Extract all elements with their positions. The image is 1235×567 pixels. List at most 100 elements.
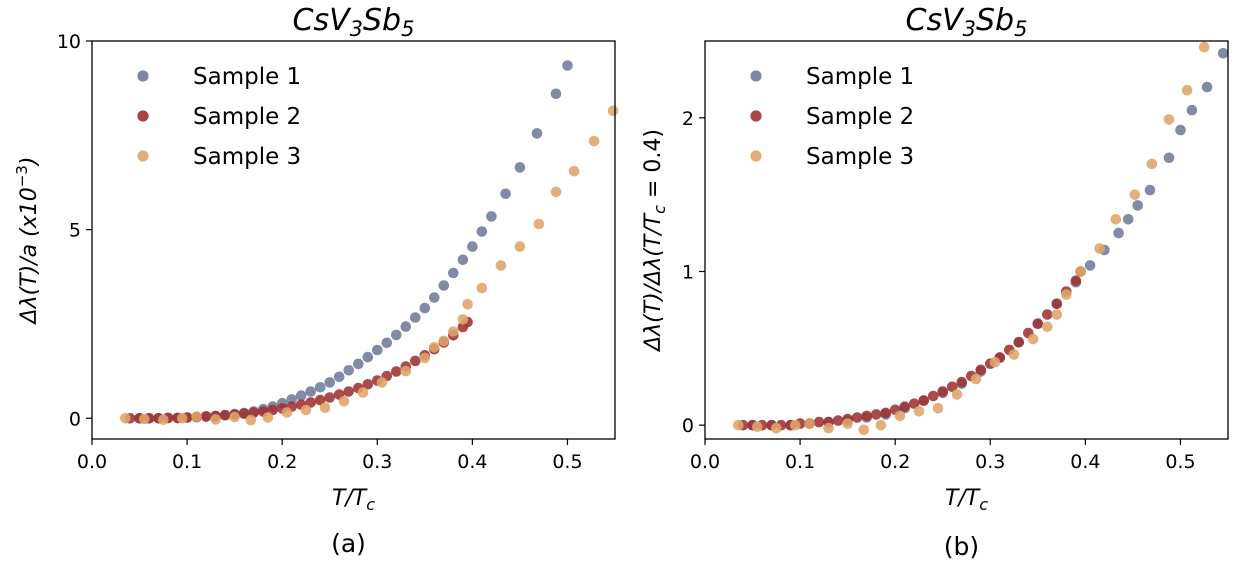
legend-marker — [137, 70, 149, 82]
data-point — [343, 365, 355, 376]
data-point — [588, 135, 600, 147]
chart-panel-a: 0.0 0.1 0.2 0.3 0.4 0.5 0 5 10 CsV3Sb5 T/Tc Δλ(T)/a… — [13, 3, 619, 558]
data-point — [476, 282, 488, 294]
data-point — [1094, 243, 1105, 254]
data-point — [429, 342, 440, 353]
data-point — [861, 410, 872, 422]
data-point — [219, 409, 231, 421]
y-tick-label: 1 — [682, 262, 694, 284]
data-point — [514, 162, 526, 173]
data-point — [1042, 309, 1053, 320]
data-point — [550, 88, 562, 100]
plot-frame — [91, 40, 616, 440]
legend-marker — [750, 150, 762, 162]
data-point — [391, 329, 402, 341]
x-tick-label: 0.1 — [785, 451, 815, 473]
y-tick-label: 10 — [57, 31, 81, 53]
data-point — [333, 371, 345, 383]
legend-label: Sample 1 — [806, 64, 914, 90]
data-point — [899, 401, 910, 413]
data-point — [927, 390, 939, 402]
data-point — [210, 414, 221, 425]
legend: Sample 1 Sample 2 Sample 3 — [137, 64, 301, 170]
data-point — [267, 404, 279, 416]
data-point — [410, 312, 421, 323]
data-point — [514, 241, 526, 252]
legend-label: Sample 2 — [806, 104, 914, 130]
data-point — [500, 188, 511, 200]
series-3 — [733, 41, 1210, 436]
data-point — [951, 389, 963, 400]
data-point — [467, 241, 478, 252]
data-point — [1110, 214, 1122, 225]
data-point — [1027, 333, 1039, 345]
data-point — [1122, 214, 1134, 225]
x-tick-label: 0.4 — [457, 451, 487, 473]
data-point — [191, 411, 202, 423]
legend-marker — [137, 150, 149, 162]
data-point — [343, 386, 355, 397]
legend-label: Sample 3 — [193, 144, 301, 170]
legend-label: Sample 3 — [806, 144, 914, 170]
data-point — [338, 396, 350, 407]
data-point — [200, 411, 212, 422]
data-point — [324, 377, 336, 388]
data-point — [946, 381, 958, 393]
data-point — [842, 418, 853, 429]
data-point — [495, 260, 507, 271]
data-point — [1186, 104, 1198, 116]
data-point — [457, 314, 469, 325]
y-tick-label: 0 — [69, 408, 81, 430]
legend-label: Sample 1 — [193, 64, 301, 90]
x-axis-label: T/Tc — [945, 486, 988, 514]
data-point — [305, 386, 317, 397]
data-point — [875, 419, 887, 431]
data-point — [908, 398, 920, 410]
x-tick-label: 0.4 — [1070, 451, 1100, 473]
data-point — [813, 416, 825, 428]
data-point — [305, 397, 317, 408]
data-point — [400, 365, 412, 377]
data-point — [1198, 41, 1210, 53]
y-tick-label: 5 — [69, 220, 81, 242]
data-point — [1061, 289, 1072, 300]
data-point — [1084, 260, 1096, 271]
series-2 — [124, 316, 473, 424]
data-point — [314, 394, 326, 406]
data-point — [281, 407, 293, 418]
data-point — [894, 410, 906, 422]
data-point — [956, 376, 967, 388]
data-point — [1132, 200, 1143, 211]
data-point — [400, 321, 412, 332]
y-axis-label: Δλ(T)/a (x10−3) — [13, 157, 42, 326]
x-tick-label: 0.2 — [880, 451, 910, 473]
data-point — [357, 387, 369, 398]
legend-marker — [137, 110, 149, 122]
data-point — [851, 412, 863, 423]
x-tick-label: 0.3 — [362, 451, 392, 473]
data-point — [158, 414, 169, 426]
chart-panel-b: 0.0 0.1 0.2 0.3 0.4 0.5 0 1 2 CsV3Sb5 T/Tc Δλ(T)/Δλ… — [641, 3, 1229, 561]
data-point — [550, 186, 562, 198]
data-point — [1113, 227, 1124, 239]
data-point — [1181, 84, 1193, 96]
y-tick-label: 2 — [682, 108, 694, 130]
x-tick-label: 0.0 — [77, 451, 107, 473]
data-point — [295, 390, 307, 401]
series-3 — [120, 105, 619, 426]
data-point — [1042, 321, 1053, 333]
data-point — [353, 358, 364, 370]
data-point — [913, 406, 925, 417]
data-point — [918, 395, 929, 406]
data-point — [880, 407, 891, 419]
panel-label: (a) — [331, 529, 366, 558]
data-point — [932, 403, 944, 414]
data-point — [989, 356, 1001, 368]
data-point — [438, 335, 450, 347]
data-point — [1201, 81, 1213, 93]
chart-title: CsV3Sb5 — [293, 3, 415, 41]
data-point — [533, 218, 545, 230]
panel-label: (b) — [944, 532, 979, 561]
data-point — [314, 382, 326, 393]
data-point — [448, 267, 459, 279]
